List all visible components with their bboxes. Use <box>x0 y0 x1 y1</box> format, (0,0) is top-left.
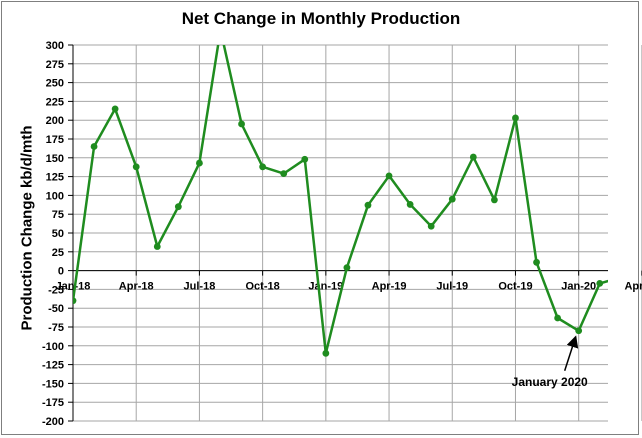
data-point <box>491 196 498 204</box>
data-point <box>73 297 77 305</box>
data-point <box>280 170 288 177</box>
data-point <box>196 159 203 167</box>
x-tick-label: Apr-20 <box>624 281 642 293</box>
y-tick-label: 200 <box>46 115 64 127</box>
data-point <box>174 203 182 211</box>
y-tick-label: -50 <box>48 303 64 315</box>
data-point <box>322 349 330 357</box>
data-point <box>132 163 140 171</box>
y-tick-label: 150 <box>46 153 64 165</box>
y-tick-label: -200 <box>42 416 64 428</box>
data-point <box>554 314 562 322</box>
data-point <box>596 279 604 287</box>
x-tick-label: Oct-19 <box>498 281 532 293</box>
annotation-label: January 2020 <box>512 375 588 389</box>
data-point <box>90 143 98 150</box>
x-tick-label: Jul-19 <box>436 281 468 293</box>
y-tick-label: -150 <box>42 378 64 390</box>
data-point <box>406 201 414 208</box>
y-tick-label: 25 <box>52 247 64 259</box>
data-point <box>448 195 456 203</box>
x-tick-label: Jan-19 <box>308 281 343 293</box>
data-point <box>111 105 119 113</box>
data-point <box>343 264 351 271</box>
y-tick-label: 225 <box>46 96 64 108</box>
x-tick-label: Jul-18 <box>184 281 216 293</box>
y-tick-label: 300 <box>46 40 64 52</box>
y-tick-label: 175 <box>46 134 64 146</box>
data-point <box>259 163 267 171</box>
y-tick-label: 50 <box>52 228 64 240</box>
y-tick-label: 125 <box>46 172 64 184</box>
y-tick-label: -75 <box>48 322 64 334</box>
x-tick-label: Jan-18 <box>56 281 91 293</box>
y-tick-label: 75 <box>52 209 64 221</box>
annotation-arrow <box>563 335 579 371</box>
y-tick-label: -25 <box>48 284 64 296</box>
x-tick-label: Apr-19 <box>372 281 407 293</box>
data-point <box>153 243 161 250</box>
y-tick-label: -125 <box>42 360 64 372</box>
y-tick-label: 275 <box>46 59 64 71</box>
y-tick-label: -100 <box>42 341 64 353</box>
data-point <box>427 222 435 230</box>
data-point <box>385 172 393 180</box>
x-tick-label: Oct-18 <box>246 281 280 293</box>
data-point <box>238 120 245 128</box>
data-point <box>512 114 519 122</box>
chart-title: Net Change in Monthly Production <box>181 9 461 28</box>
y-tick-label: -175 <box>42 397 64 409</box>
data-point <box>617 274 624 281</box>
y-tick-label: 100 <box>46 190 64 202</box>
y-tick-label: 0 <box>58 266 64 278</box>
data-point <box>575 327 583 335</box>
series-line <box>73 45 608 355</box>
data-point <box>533 258 540 266</box>
data-point <box>364 201 372 209</box>
data-point <box>469 153 477 161</box>
x-tick-label: Apr-18 <box>119 281 154 293</box>
x-tick-label: Jan-20 <box>561 281 596 293</box>
y-tick-label: 250 <box>46 78 64 90</box>
data-point <box>301 155 309 163</box>
data-point <box>217 27 224 34</box>
